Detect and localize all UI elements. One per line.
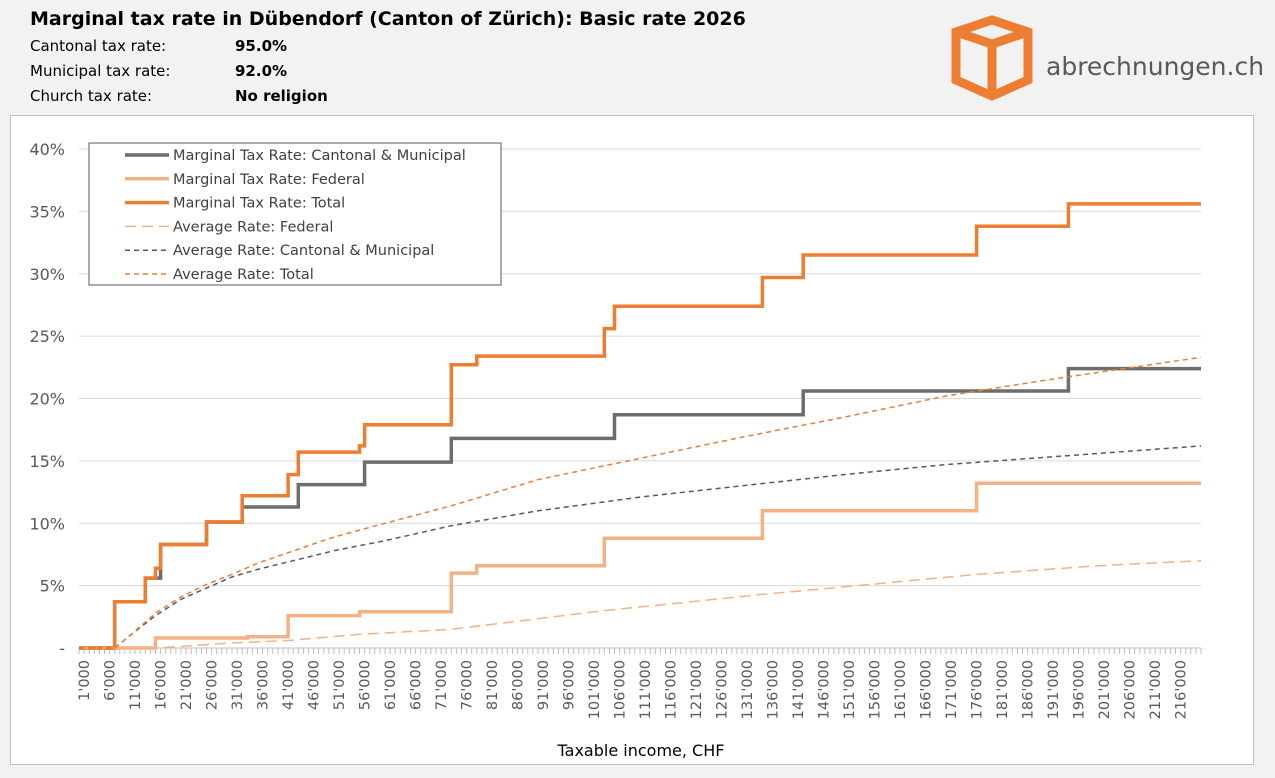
x-tick-label: 151'000 [842,660,858,719]
cantonal-rate-label: Cantonal tax rate: [30,37,167,55]
x-tick-label: 26'000 [205,660,221,710]
legend-entry: Marginal Tax Rate: Federal [173,172,365,188]
church-rate-row: Church tax rate: No religion [30,87,328,105]
x-tick-label: 66'000 [409,660,425,710]
x-tick-label: 171'000 [944,660,960,719]
x-axis-ticks: 1'000 6'000 11'000 16'000 21'000 26'000 31'000… [77,648,1202,719]
cantonal-rate-value: 95.0% [235,37,288,55]
line-chart: - 5% 10% 15% 20% 25% 30% 35% 40% 1'000 6'000 11'00… [29,140,1202,760]
x-tick-label: 81'000 [485,660,501,710]
x-tick-label: 201'000 [1097,660,1113,719]
x-tick-label: 131'000 [740,660,756,719]
x-tick-label: 156'000 [868,660,884,719]
x-tick-label: 121'000 [689,660,705,719]
x-tick-label: 91'000 [536,660,552,710]
legend-entry: Marginal Tax Rate: Total [173,196,345,212]
municipal-rate-label: Municipal tax rate: [30,62,171,80]
x-tick-label: 51'000 [332,660,348,710]
y-tick-label: 25% [29,327,65,346]
x-tick-label: 161'000 [893,660,909,719]
church-rate-value: No religion [235,87,328,105]
x-tick-label: 191'000 [1046,660,1062,719]
x-tick-label: 6'000 [103,660,119,701]
municipal-rate-value: 92.0% [235,62,288,80]
y-tick-label: 5% [40,577,65,596]
x-tick-label: 216'000 [1174,660,1190,719]
x-tick-label: 196'000 [1072,660,1088,719]
y-axis-ticks: - 5% 10% 15% 20% 25% 30% 35% 40% [29,140,65,658]
x-tick-label: 146'000 [817,660,833,719]
x-tick-label: 96'000 [562,660,578,710]
legend-entry: Average Rate: Federal [173,219,333,235]
series-line [79,366,1201,650]
municipal-rate-row: Municipal tax rate: 92.0% [30,62,287,80]
y-tick-label: - [59,639,65,658]
x-axis-label: Taxable income, CHF [557,741,725,760]
x-tick-label: 71'000 [434,660,450,710]
series-line [79,445,1202,649]
x-tick-label: 76'000 [460,660,476,710]
legend-entry: Marginal Tax Rate: Cantonal & Municipal [173,148,466,164]
legend-entry: Average Rate: Cantonal & Municipal [173,243,434,259]
y-tick-label: 40% [29,140,65,159]
x-tick-label: 86'000 [511,660,527,710]
legend: Marginal Tax Rate: Cantonal & Municipal M… [88,142,502,286]
box-icon [951,15,1033,101]
y-tick-label: 30% [29,265,65,284]
legend-entry: Average Rate: Total [173,267,314,283]
chart-area: - 5% 10% 15% 20% 25% 30% 35% 40% 1'000 6'000 11'00… [10,115,1254,765]
x-tick-label: 41'000 [281,660,297,710]
x-tick-label: 111'000 [638,660,654,719]
x-tick-label: 21'000 [179,660,195,710]
x-tick-label: 46'000 [307,660,323,710]
x-tick-label: 166'000 [919,660,935,719]
x-tick-label: 116'000 [664,660,680,719]
x-tick-label: 36'000 [256,660,272,710]
series-lines [79,202,1202,650]
x-tick-label: 141'000 [791,660,807,719]
x-tick-label: 31'000 [230,660,246,710]
x-tick-label: 126'000 [715,660,731,719]
x-tick-label: 206'000 [1123,660,1139,719]
x-tick-label: 181'000 [995,660,1011,719]
y-tick-label: 35% [29,202,65,221]
x-tick-label: 176'000 [970,660,986,719]
x-tick-label: 211'000 [1148,660,1164,719]
x-tick-label: 106'000 [613,660,629,719]
x-tick-label: 136'000 [766,660,782,719]
x-tick-label: 11'000 [128,660,144,710]
y-tick-label: 20% [29,390,65,409]
brand-name: abrechnungen.ch [1046,52,1265,81]
series-line [79,559,1202,649]
legend-box [88,142,502,286]
cantonal-rate-row: Cantonal tax rate: 95.0% [30,37,287,55]
x-tick-label: 16'000 [154,660,170,710]
church-rate-label: Church tax rate: [30,87,153,105]
x-tick-label: 101'000 [587,660,603,719]
x-tick-label: 186'000 [1021,660,1037,719]
series-line [79,481,1201,650]
y-tick-label: 10% [29,514,65,533]
series-line [79,356,1202,649]
chart-title: Marginal tax rate in Dübendorf (Canton o… [30,8,746,30]
y-tick-label: 15% [29,452,65,471]
x-tick-label: 56'000 [358,660,374,710]
x-tick-label: 61'000 [383,660,399,710]
series-line [79,202,1201,650]
x-tick-label: 1'000 [77,660,93,701]
